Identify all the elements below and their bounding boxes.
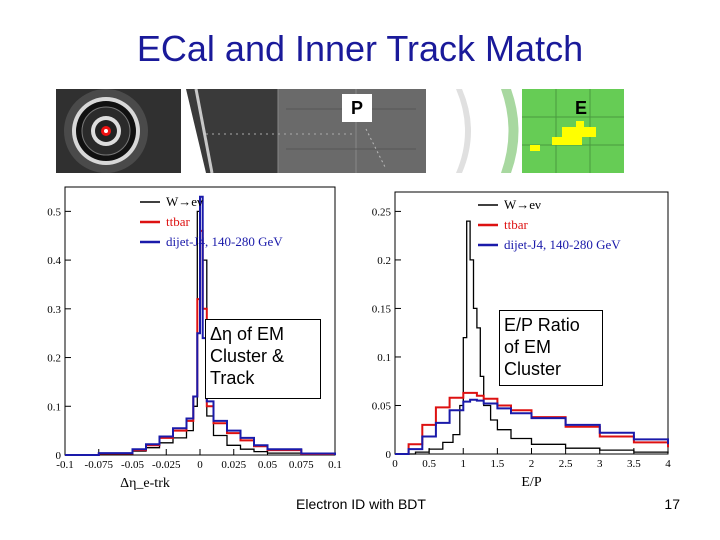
legend-entry: dijet-J4, 140-280 GeV [166, 234, 283, 249]
series-line [65, 195, 336, 456]
x-tick-label: 0.5 [422, 458, 436, 470]
x-tick-label: 1.5 [491, 458, 505, 470]
y-tick-label: 0.25 [372, 206, 392, 218]
x-tick-label: -0.075 [85, 459, 114, 471]
x-tick-label: 0.1 [328, 459, 342, 471]
annotation-line: Δη of EM [210, 324, 285, 344]
footer-text: Electron ID with BDT [296, 496, 426, 512]
x-tick-label: 0 [197, 459, 203, 471]
y-tick-label: 0.5 [47, 206, 61, 218]
x-tick-label: 2.5 [559, 458, 573, 470]
y-tick-label: 0.2 [47, 353, 61, 365]
legend-entry: ttbar [166, 214, 190, 229]
x-tick-label: 3.5 [627, 458, 641, 470]
annotation-line: Cluster [504, 359, 562, 379]
y-tick-label: 0.4 [47, 255, 61, 267]
x-axis-label: E/P [521, 475, 541, 490]
x-tick-label: 1 [461, 458, 467, 470]
event-display-banner [56, 89, 624, 173]
annotation-line: E/P Ratio [504, 315, 580, 335]
x-tick-label: -0.05 [121, 459, 144, 471]
series-line [395, 398, 669, 455]
energy-deposit [562, 127, 596, 137]
y-tick-label: 0.1 [47, 401, 61, 413]
x-tick-label: 2 [529, 458, 535, 470]
y-tick-label: 0 [386, 449, 392, 461]
annotation-line: Cluster & [210, 346, 285, 366]
delta-eta-annotation: Δη of EM Cluster & Track [205, 319, 321, 399]
x-tick-label: 0.075 [289, 459, 314, 471]
banner-label-e: E [575, 98, 588, 118]
banner-label-p: P [342, 94, 372, 122]
ep-ratio-annotation: E/P Ratio of EM Cluster [499, 310, 603, 386]
annotation-line: Track [210, 368, 255, 388]
y-tick-label: 0.15 [372, 303, 392, 315]
legend-entry: ttbar [504, 217, 528, 232]
y-tick-label: 0.05 [372, 400, 392, 412]
slide-title: ECal and Inner Track Match [136, 28, 584, 69]
x-axis-label: Δη_e-trk [120, 476, 170, 491]
y-tick-label: 0.3 [47, 304, 61, 316]
x-tick-label: -0.1 [56, 459, 73, 471]
series-line [395, 220, 669, 455]
x-tick-label: 0.05 [258, 459, 278, 471]
x-tick-label: 4 [665, 458, 671, 470]
page-number: 17 [664, 496, 680, 512]
x-tick-label: 0 [392, 458, 398, 470]
x-tick-label: 3 [597, 458, 603, 470]
y-tick-label: 0.2 [377, 255, 391, 267]
legend-entry: W→eν [166, 194, 203, 209]
x-tick-label: -0.025 [152, 459, 181, 471]
legend-entry: dijet-J4, 140-280 GeV [504, 237, 621, 252]
legend-entry: W→eν [504, 197, 541, 212]
y-tick-label: 0.1 [377, 352, 391, 364]
x-tick-label: 0.025 [221, 459, 246, 471]
annotation-line: of EM [504, 337, 552, 357]
y-tick-label: 0 [56, 450, 62, 462]
